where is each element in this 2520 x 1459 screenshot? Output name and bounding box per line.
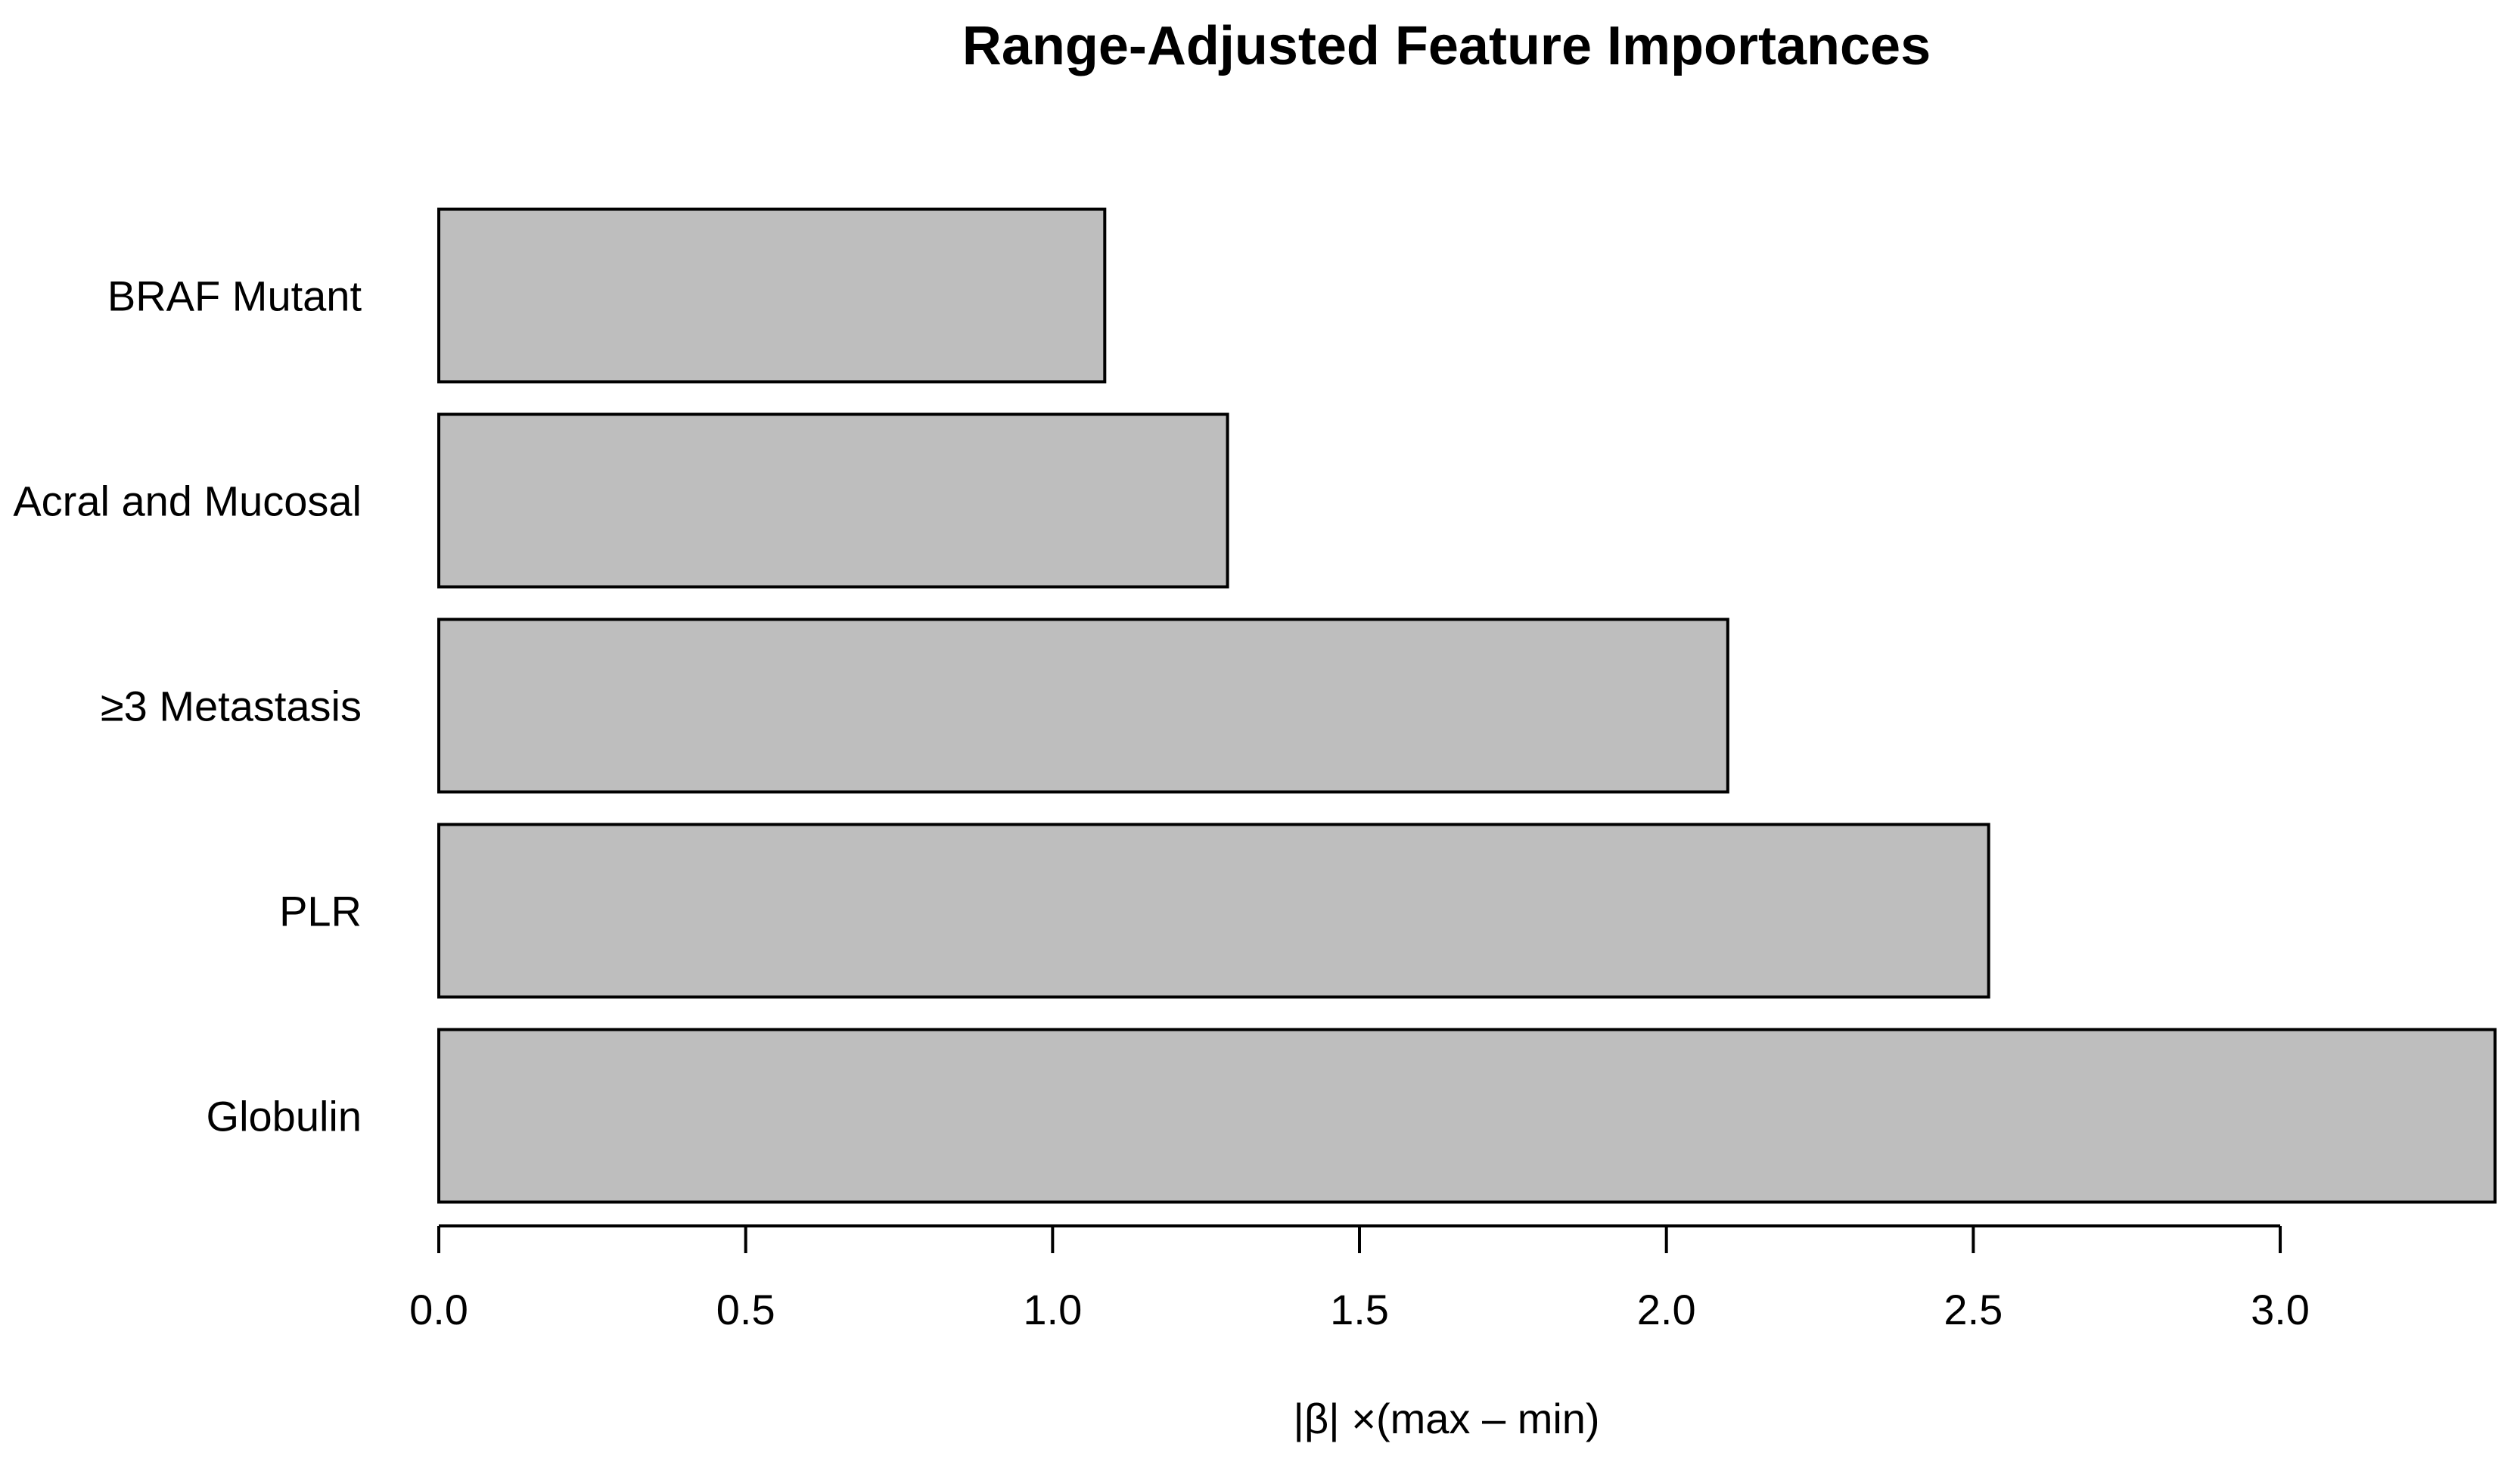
category-label: ≥3 Metastasis: [101, 683, 362, 730]
bars-layer: [437, 207, 2497, 1204]
chart-title: Range-Adjusted Feature Importances: [962, 16, 1931, 76]
x-tick-label: 1.5: [1330, 1286, 1389, 1333]
category-label: Acral and Mucosal: [13, 478, 362, 525]
x-axis-ticks: 0.0 0.5 1.0 1.5 2.0 2.5 3.0: [409, 1226, 2310, 1333]
bar-2: [437, 412, 1229, 589]
category-label: Globulin: [207, 1093, 362, 1140]
bar-4: [437, 823, 1990, 999]
bar-1: [437, 207, 1107, 384]
x-tick-label: 2.5: [1944, 1286, 2003, 1333]
bar-3: [437, 618, 1729, 794]
category-labels: BRAF Mutant Acral and Mucosal ≥3 Metastasi…: [13, 272, 362, 1140]
category-label: BRAF Mutant: [107, 272, 362, 320]
category-label: PLR: [279, 888, 362, 935]
x-tick-label: 0.5: [716, 1286, 775, 1333]
x-tick-label: 0.0: [409, 1286, 468, 1333]
x-tick-label: 2.0: [1637, 1286, 1696, 1333]
x-tick-label: 3.0: [2251, 1286, 2310, 1333]
x-tick-label: 1.0: [1023, 1286, 1082, 1333]
bar-5: [437, 1028, 2497, 1204]
x-axis-label: |β| ×(max – min): [1293, 1395, 1599, 1442]
